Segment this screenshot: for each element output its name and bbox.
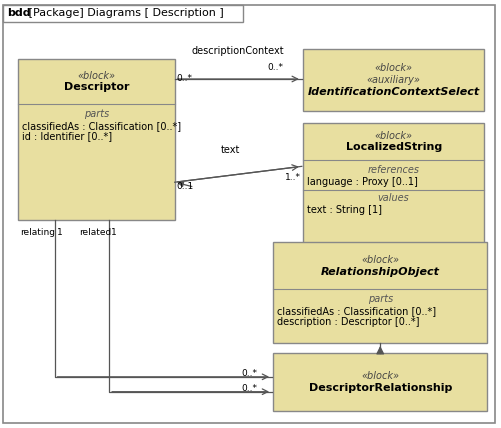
Text: text: text	[220, 146, 239, 155]
Text: 1: 1	[57, 228, 62, 237]
Text: «block»: «block»	[374, 63, 412, 73]
Text: «block»: «block»	[374, 131, 412, 140]
Bar	[302, 49, 483, 111]
Text: Descriptor: Descriptor	[64, 83, 129, 92]
Text: 0..1: 0..1	[176, 182, 193, 191]
Text: RelationshipObject: RelationshipObject	[320, 267, 439, 276]
Bar	[273, 353, 486, 410]
Text: IdentificationContextSelect: IdentificationContextSelect	[307, 87, 479, 97]
Text: «block»: «block»	[77, 71, 115, 80]
Text: classifiedAs : Classification [0..*]: classifiedAs : Classification [0..*]	[277, 306, 435, 316]
Text: classifiedAs : Classification [0..*]: classifiedAs : Classification [0..*]	[22, 121, 180, 131]
Text: 0..*: 0..*	[176, 74, 192, 83]
Text: descriptionContext: descriptionContext	[191, 46, 284, 56]
Text: parts: parts	[84, 109, 109, 119]
Text: [Package] Diagrams [ Description ]: [Package] Diagrams [ Description ]	[25, 9, 223, 18]
Bar	[302, 123, 483, 252]
Text: id : Identifier [0..*]: id : Identifier [0..*]	[22, 131, 112, 142]
Text: text : String [1]: text : String [1]	[306, 205, 381, 215]
Text: 0..*: 0..*	[241, 384, 257, 393]
Text: 1: 1	[111, 228, 117, 237]
Bar	[273, 242, 486, 343]
Text: description : Descriptor [0..*]: description : Descriptor [0..*]	[277, 317, 419, 327]
Text: values: values	[377, 193, 409, 203]
Text: 1..*: 1..*	[285, 173, 300, 182]
Text: 0..*: 0..*	[241, 369, 257, 378]
Text: language : Proxy [0..1]: language : Proxy [0..1]	[306, 177, 417, 187]
Text: relating: relating	[20, 228, 55, 237]
FancyBboxPatch shape	[3, 5, 243, 22]
Text: LocalizedString: LocalizedString	[345, 143, 441, 152]
Text: «block»: «block»	[361, 371, 398, 381]
Text: DescriptorRelationship: DescriptorRelationship	[308, 383, 451, 393]
Text: «block»: «block»	[361, 255, 398, 265]
Bar	[18, 59, 174, 220]
Text: «auxiliary»: «auxiliary»	[366, 75, 420, 85]
Text: bdd: bdd	[7, 9, 31, 18]
Text: parts: parts	[367, 294, 392, 304]
Text: 0..*: 0..*	[267, 63, 283, 72]
Text: references: references	[367, 165, 419, 175]
Text: related: related	[79, 228, 111, 237]
